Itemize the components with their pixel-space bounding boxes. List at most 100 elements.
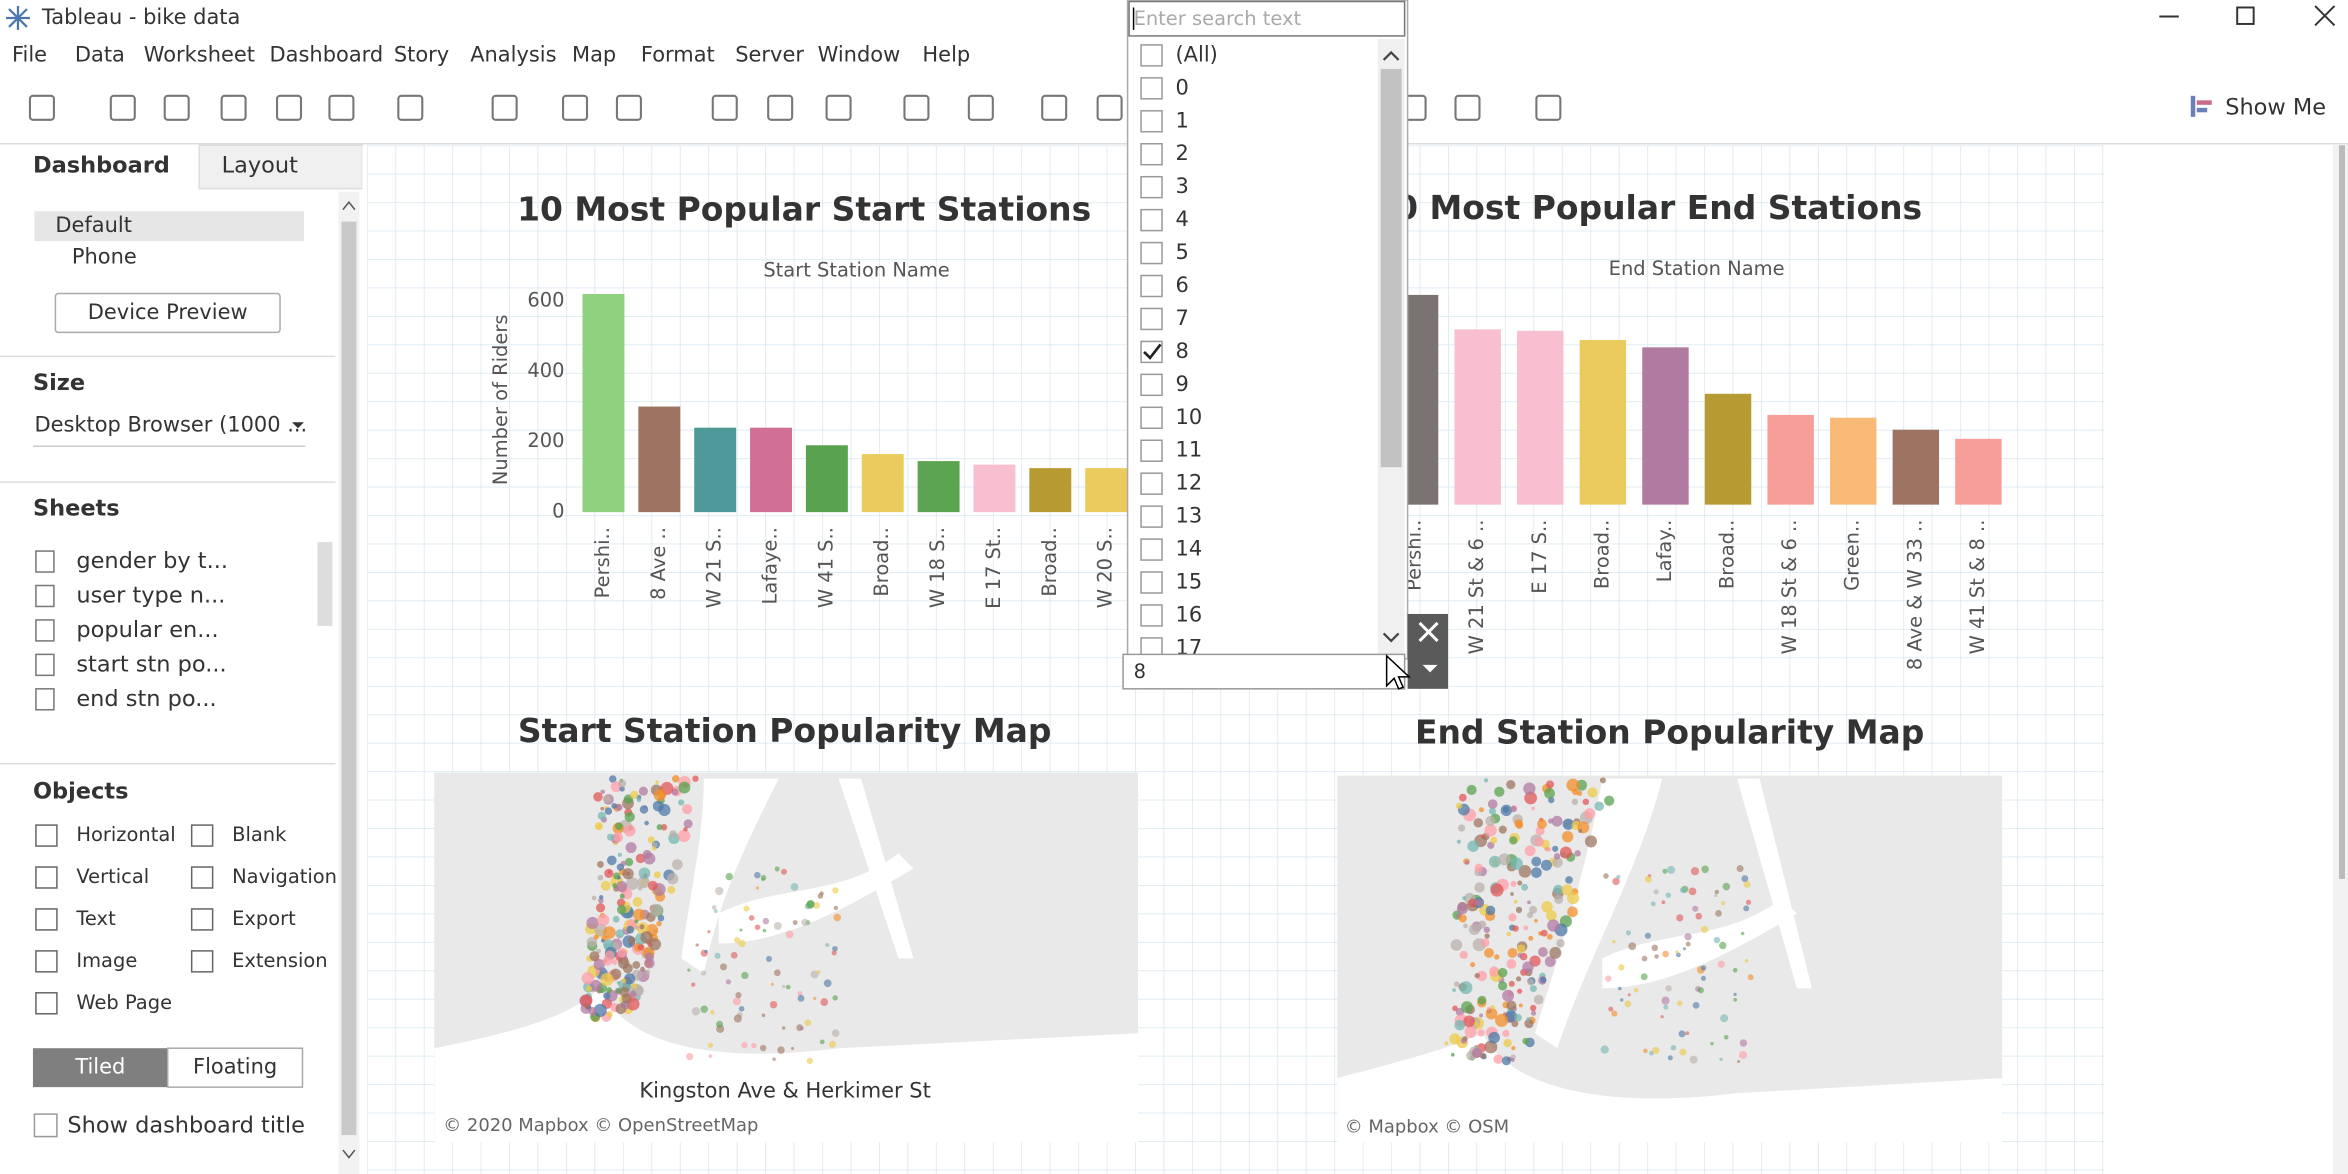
map-dot[interactable]: [633, 908, 646, 921]
map-dot[interactable]: [656, 824, 663, 831]
map-dot[interactable]: [1624, 1000, 1632, 1008]
map-dot[interactable]: [683, 819, 693, 829]
option-label[interactable]: 17: [1175, 635, 1202, 659]
map-dot[interactable]: [1584, 835, 1597, 848]
map-dot[interactable]: [652, 800, 664, 812]
bar[interactable]: [1955, 438, 2002, 505]
map-dot[interactable]: [1527, 900, 1531, 905]
map-dot[interactable]: [748, 915, 755, 921]
map-dot[interactable]: [1738, 1050, 1748, 1060]
map-dot[interactable]: [730, 951, 738, 959]
map-dot[interactable]: [1644, 875, 1652, 883]
map-dot[interactable]: [1667, 865, 1676, 874]
map-dot[interactable]: [1474, 972, 1480, 979]
bar[interactable]: [1085, 468, 1128, 513]
map-dot[interactable]: [632, 961, 641, 969]
map-dot[interactable]: [1522, 961, 1534, 973]
map-dot[interactable]: [596, 824, 602, 830]
map-dot[interactable]: [1515, 906, 1523, 914]
option-checkbox[interactable]: [1140, 538, 1163, 561]
map-dot[interactable]: [653, 789, 666, 802]
map-dot[interactable]: [599, 895, 604, 900]
close-button[interactable]: [2314, 5, 2336, 27]
object-item[interactable]: Blank: [232, 823, 287, 846]
map-dot[interactable]: [660, 824, 668, 831]
map-dot[interactable]: [711, 905, 717, 910]
map-dot[interactable]: [671, 859, 683, 870]
show-title-checkbox[interactable]: [33, 1113, 58, 1138]
map-dot[interactable]: [1714, 889, 1720, 895]
toolbar-icon[interactable]: [1041, 94, 1068, 121]
map-dot[interactable]: [1495, 1013, 1509, 1027]
map-dot[interactable]: [645, 969, 651, 975]
object-item[interactable]: Vertical: [76, 865, 149, 888]
map-dot[interactable]: [1531, 867, 1542, 878]
option-label[interactable]: 13: [1175, 504, 1202, 528]
menu-item[interactable]: Worksheet: [144, 42, 255, 66]
map-dot[interactable]: [1571, 788, 1579, 796]
map-dot[interactable]: [1480, 938, 1490, 947]
map-dot[interactable]: [1684, 933, 1692, 941]
map-dot[interactable]: [810, 970, 819, 979]
map-dot[interactable]: [1474, 863, 1484, 873]
map-dot[interactable]: [1540, 976, 1547, 984]
map-dot[interactable]: [708, 1054, 713, 1058]
map-dot[interactable]: [1510, 857, 1523, 870]
map-dot[interactable]: [1527, 978, 1534, 986]
map-dot[interactable]: [651, 846, 657, 851]
option-label[interactable]: 6: [1175, 273, 1188, 297]
map-dot[interactable]: [1511, 1020, 1519, 1028]
map-dot[interactable]: [833, 905, 839, 911]
map-dot[interactable]: [1498, 853, 1511, 866]
map-dot[interactable]: [598, 897, 604, 904]
map-dot[interactable]: [1488, 807, 1497, 815]
map-dot[interactable]: [1701, 865, 1709, 874]
option-checkbox[interactable]: [1140, 439, 1163, 462]
map-dot[interactable]: [1603, 873, 1609, 879]
map-dot[interactable]: [743, 905, 750, 912]
map-dot[interactable]: [619, 893, 625, 899]
map-dot[interactable]: [1487, 1006, 1491, 1011]
map-dot[interactable]: [618, 957, 630, 969]
map-dot[interactable]: [682, 804, 693, 815]
option-checkbox[interactable]: [1140, 373, 1163, 397]
map-dot[interactable]: [1502, 1029, 1510, 1038]
show-me-button[interactable]: Show Me: [2190, 94, 2326, 120]
map-dot[interactable]: [761, 1013, 766, 1018]
map-dot[interactable]: [1522, 1037, 1530, 1045]
map-dot[interactable]: [616, 863, 625, 871]
map-dot[interactable]: [1625, 930, 1632, 936]
map-dot[interactable]: [1544, 956, 1556, 967]
map-dot[interactable]: [813, 996, 817, 1001]
map-dot[interactable]: [1692, 1001, 1700, 1009]
map-dot[interactable]: [606, 1011, 613, 1018]
map-dot[interactable]: [1676, 914, 1684, 922]
map-dot[interactable]: [1545, 910, 1557, 922]
map-dot[interactable]: [1485, 1007, 1498, 1020]
map-dot[interactable]: [600, 972, 614, 986]
layout-tab[interactable]: [198, 144, 364, 190]
map-dot[interactable]: [1505, 1010, 1518, 1023]
show-me-label[interactable]: Show Me: [2225, 94, 2326, 120]
option-checkbox[interactable]: [1140, 406, 1163, 430]
map-dot[interactable]: [643, 852, 656, 865]
map-dot[interactable]: [765, 955, 773, 962]
map-dot[interactable]: [1456, 902, 1469, 915]
map-dot[interactable]: [1484, 824, 1497, 837]
bar[interactable]: [1029, 468, 1072, 513]
filter-value[interactable]: 8: [1134, 660, 1146, 683]
map-dot[interactable]: [785, 930, 794, 939]
map-dot[interactable]: [1478, 920, 1487, 929]
map-dot[interactable]: [609, 775, 617, 783]
map-dot[interactable]: [1545, 780, 1555, 789]
map-dot[interactable]: [1498, 981, 1508, 991]
map-dot[interactable]: [606, 987, 613, 993]
toolbar-icon[interactable]: [1096, 94, 1123, 121]
toolbar-icon[interactable]: [825, 94, 852, 121]
map-dot[interactable]: [1523, 925, 1529, 931]
map-dot[interactable]: [1510, 805, 1517, 813]
map-dot[interactable]: [1587, 787, 1598, 798]
map-dot[interactable]: [1733, 992, 1737, 996]
map-dot[interactable]: [1494, 954, 1500, 960]
tab-label[interactable]: Dashboard: [33, 153, 170, 179]
